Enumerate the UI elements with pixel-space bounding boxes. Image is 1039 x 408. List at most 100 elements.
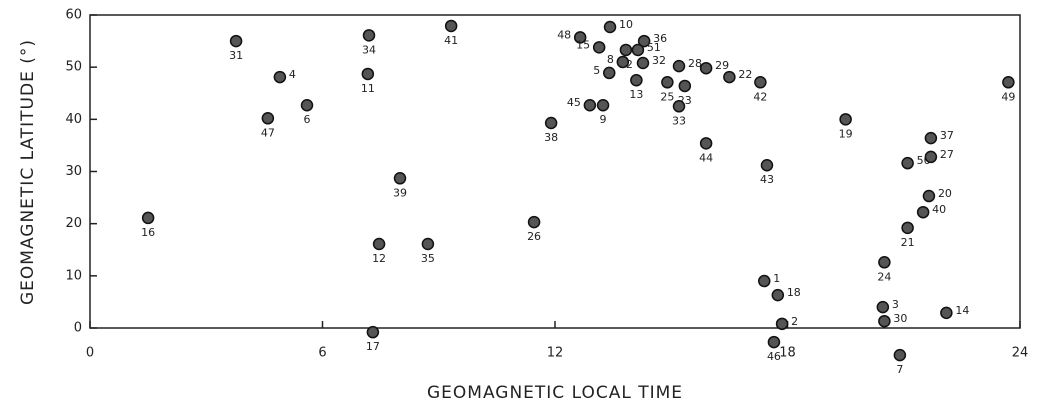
point — [940, 306, 953, 320]
point — [775, 317, 789, 331]
point — [603, 66, 616, 80]
point — [1002, 76, 1015, 89]
point-label: 21 — [901, 236, 915, 249]
x-axis-title: GEOMAGNETIC LOCAL TIME — [427, 383, 683, 403]
point-label: 7 — [896, 363, 903, 376]
point-label: 9 — [600, 113, 607, 126]
point — [393, 172, 407, 185]
point-label: 36 — [653, 32, 667, 45]
point-label: 31 — [229, 49, 243, 62]
point — [839, 113, 852, 126]
point — [619, 43, 633, 57]
point-label: 49 — [1001, 90, 1015, 103]
point — [699, 61, 713, 75]
y-tick-label: 50 — [65, 60, 82, 75]
point — [141, 211, 155, 225]
point — [699, 137, 713, 150]
point — [372, 237, 386, 251]
point — [300, 98, 314, 112]
point-label: 16 — [141, 226, 155, 239]
point-label: 11 — [361, 82, 375, 95]
point — [592, 41, 606, 54]
point — [672, 100, 686, 113]
point-label: 19 — [839, 127, 853, 140]
point — [583, 98, 597, 112]
point — [758, 274, 771, 288]
point — [630, 73, 643, 87]
y-axis-title: GEOMAGNETIC LATITUDE (°) — [18, 39, 38, 305]
point — [723, 70, 736, 84]
point — [754, 76, 767, 89]
point — [544, 116, 558, 130]
point-label: 1 — [773, 272, 780, 285]
point-label: 6 — [304, 113, 311, 126]
point-label: 14 — [955, 304, 969, 317]
point — [366, 325, 380, 339]
point-label: 38 — [544, 131, 558, 144]
point — [527, 215, 541, 229]
point — [361, 67, 375, 81]
point — [767, 335, 781, 349]
point-label: 26 — [527, 230, 541, 243]
point-label: 46 — [767, 350, 781, 363]
point-label: 35 — [421, 252, 435, 265]
point — [922, 189, 936, 203]
point-label: 12 — [372, 252, 386, 265]
point-label: 10 — [619, 18, 633, 31]
point — [273, 70, 287, 84]
point-label: 48 — [557, 28, 571, 41]
point — [229, 34, 243, 48]
point — [878, 256, 891, 269]
point-label: 45 — [567, 96, 581, 109]
y-tick-label: 0 — [74, 321, 82, 336]
point — [444, 19, 458, 33]
y-tick-label: 40 — [65, 112, 82, 127]
point — [771, 288, 785, 302]
point — [603, 20, 617, 34]
point-label: 17 — [366, 340, 380, 353]
point-label: 2 — [791, 315, 798, 328]
point-label: 47 — [261, 126, 275, 139]
point-label: 39 — [393, 186, 407, 199]
point-label: 18 — [787, 286, 801, 299]
point-label: 5 — [593, 64, 600, 77]
point-label: 29 — [715, 59, 729, 72]
x-tick-label: 6 — [318, 346, 326, 361]
point — [636, 56, 650, 70]
point — [924, 150, 938, 164]
point — [924, 131, 938, 145]
x-tick-label: 18 — [779, 346, 796, 361]
point-label: 24 — [877, 270, 891, 283]
point-label: 3 — [892, 298, 899, 311]
point-label: 22 — [738, 68, 752, 81]
point — [878, 314, 891, 328]
point-label: 37 — [940, 129, 954, 142]
point-label: 42 — [753, 90, 767, 103]
point-label: 28 — [688, 57, 702, 70]
point-label: 25 — [660, 90, 674, 103]
y-tick-label: 30 — [65, 164, 82, 179]
x-tick-label: 12 — [547, 346, 564, 361]
point — [573, 31, 587, 44]
point — [678, 79, 692, 93]
x-tick-label: 0 — [86, 346, 94, 361]
point — [893, 348, 907, 362]
point-label: 33 — [672, 114, 686, 127]
point — [616, 55, 630, 69]
point-label: 30 — [893, 312, 907, 325]
y-tick-label: 60 — [65, 8, 82, 23]
point — [631, 43, 645, 57]
point-label: 20 — [938, 187, 952, 200]
point-label: 34 — [362, 43, 376, 56]
point-label: 32 — [652, 54, 666, 67]
point — [901, 156, 914, 170]
point-label: 27 — [940, 148, 954, 161]
point-label: 40 — [932, 203, 946, 216]
x-tick-label: 24 — [1012, 346, 1029, 361]
point — [760, 158, 774, 172]
point-label: 44 — [699, 151, 713, 164]
point-label: 43 — [760, 173, 774, 186]
point — [901, 221, 914, 235]
point — [362, 29, 376, 42]
